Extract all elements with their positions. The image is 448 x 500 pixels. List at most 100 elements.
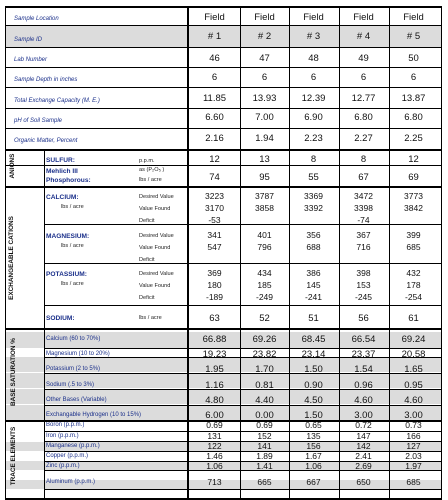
value-cell: 46 <box>209 53 220 64</box>
value-cell: 1.50 <box>304 410 323 421</box>
magnesium-label: MAGNESIUM: <box>46 233 90 240</box>
calcium-label: CALCIUM: <box>46 194 79 201</box>
row-rule <box>5 149 442 151</box>
value-cell: 3398 <box>354 203 373 213</box>
value-cell: 369 <box>207 268 222 278</box>
value-cell: 20.58 <box>401 349 426 360</box>
value-cell: 0.81 <box>255 380 274 391</box>
value-cell: 13.87 <box>401 93 426 104</box>
value-cell: 13 <box>259 154 270 165</box>
value-cell: 6.60 <box>205 112 224 123</box>
value-cell: -245 <box>354 292 372 302</box>
value-cell: 152 <box>257 431 272 441</box>
value-cell: 1.46 <box>206 451 223 461</box>
value-cell: 0.95 <box>404 380 423 391</box>
value-cell: 61 <box>408 313 419 324</box>
value-cell: -53 <box>208 215 221 225</box>
value-cell: 3787 <box>255 191 274 201</box>
sulfur-unit: p.p.m. <box>139 158 155 164</box>
value-cell: 147 <box>356 431 371 441</box>
field-header: Field <box>204 12 225 23</box>
value-cell: 3.00 <box>404 410 423 421</box>
value-cell: 665 <box>257 477 272 487</box>
value-cell: 3170 <box>205 203 224 213</box>
calcium-deficit-label: Deficit <box>139 218 155 224</box>
value-cell: 12.77 <box>351 93 376 104</box>
value-cell: 0.00 <box>255 410 274 421</box>
sodium-label: SODIUM: <box>46 315 75 322</box>
sodium-unit: lbs / acre <box>139 315 162 321</box>
organic-matter-label: Organic Matter, Percent <box>14 138 78 144</box>
value-cell: 0.96 <box>354 380 373 391</box>
value-cell: 6.80 <box>404 112 423 123</box>
trace-shading <box>5 442 442 451</box>
value-cell: 3369 <box>304 191 323 201</box>
value-cell: 1.06 <box>206 461 223 471</box>
trace-element-label: Manganese (p.p.m.) <box>46 443 100 449</box>
value-cell: 2.16 <box>205 133 224 144</box>
row-rule <box>44 470 442 471</box>
value-cell: 47 <box>259 53 270 64</box>
sample-id-header: # 3 <box>306 31 321 42</box>
value-cell: 23.14 <box>301 349 326 360</box>
field-header: Field <box>303 12 324 23</box>
phosphorus-label-2: Phosphorous: <box>46 177 91 184</box>
value-cell: 4.60 <box>354 395 373 406</box>
field-header: Field <box>254 12 275 23</box>
value-cell: 6 <box>211 72 218 83</box>
value-cell: 166 <box>406 431 421 441</box>
value-cell: 3842 <box>404 203 423 213</box>
tec-label: Total Exchange Capacity (M. E.) <box>14 98 100 104</box>
base-saturation-label: Other Bases (Variable) <box>46 397 107 403</box>
sample-id-header: # 5 <box>406 31 421 42</box>
base-sat-shading <box>5 373 442 388</box>
value-cell: 1.54 <box>354 364 373 375</box>
value-cell: 145 <box>306 280 321 290</box>
value-cell: 12 <box>408 154 419 165</box>
column-rule <box>339 6 340 500</box>
potassium-label: POTASSIUM: <box>46 271 87 278</box>
field-header: Field <box>353 12 374 23</box>
value-cell: 1.97 <box>405 461 422 471</box>
ph-label: pH of Soil Sample <box>14 118 63 124</box>
value-cell: 667 <box>306 477 321 487</box>
value-cell: 178 <box>406 280 421 290</box>
row-rule <box>44 348 442 349</box>
value-cell: 74 <box>209 172 220 183</box>
column-rule <box>44 149 45 500</box>
value-cell: 2.25 <box>404 133 423 144</box>
value-cell: 4.40 <box>255 395 274 406</box>
value-cell: 11.85 <box>202 93 227 104</box>
value-cell: 1.89 <box>256 451 273 461</box>
value-cell: 7.00 <box>255 112 274 123</box>
sample-id-header: # 1 <box>207 31 222 42</box>
value-cell: -241 <box>304 292 322 302</box>
field-header: Field <box>403 12 424 23</box>
lab-number-label: Lab Number <box>14 57 48 63</box>
anions-section-label: ANIONS <box>9 153 16 179</box>
value-cell: 685 <box>406 242 421 252</box>
value-cell: 356 <box>306 230 321 240</box>
value-cell: 95 <box>259 172 270 183</box>
sample-id-label: Sample ID <box>14 37 43 43</box>
value-cell: 3472 <box>354 191 373 201</box>
calcium-desired-label: Desired Value <box>139 194 174 200</box>
value-cell: 51 <box>308 313 319 324</box>
trace-element-label: Zinc (p.p.m.) <box>46 463 80 469</box>
row-rule <box>5 87 442 88</box>
value-cell: 66.88 <box>202 334 227 345</box>
sample-depth-label: Sample Depth in inches <box>14 77 78 83</box>
base-saturation-label: Potassium (2 to 5%) <box>46 366 101 372</box>
sample-id-header: # 4 <box>356 31 371 42</box>
value-cell: 547 <box>207 242 222 252</box>
value-cell: 399 <box>406 230 421 240</box>
base-sat-shading <box>5 389 442 404</box>
value-cell: 4.80 <box>205 395 224 406</box>
value-cell: 12 <box>209 154 220 165</box>
potassium-deficit-label: Deficit <box>139 295 155 301</box>
value-cell: 13.93 <box>252 93 277 104</box>
value-cell: 12.39 <box>301 93 326 104</box>
value-cell: 367 <box>356 230 371 240</box>
value-cell: 1.65 <box>404 364 423 375</box>
magnesium-deficit-label: Deficit <box>139 257 155 263</box>
